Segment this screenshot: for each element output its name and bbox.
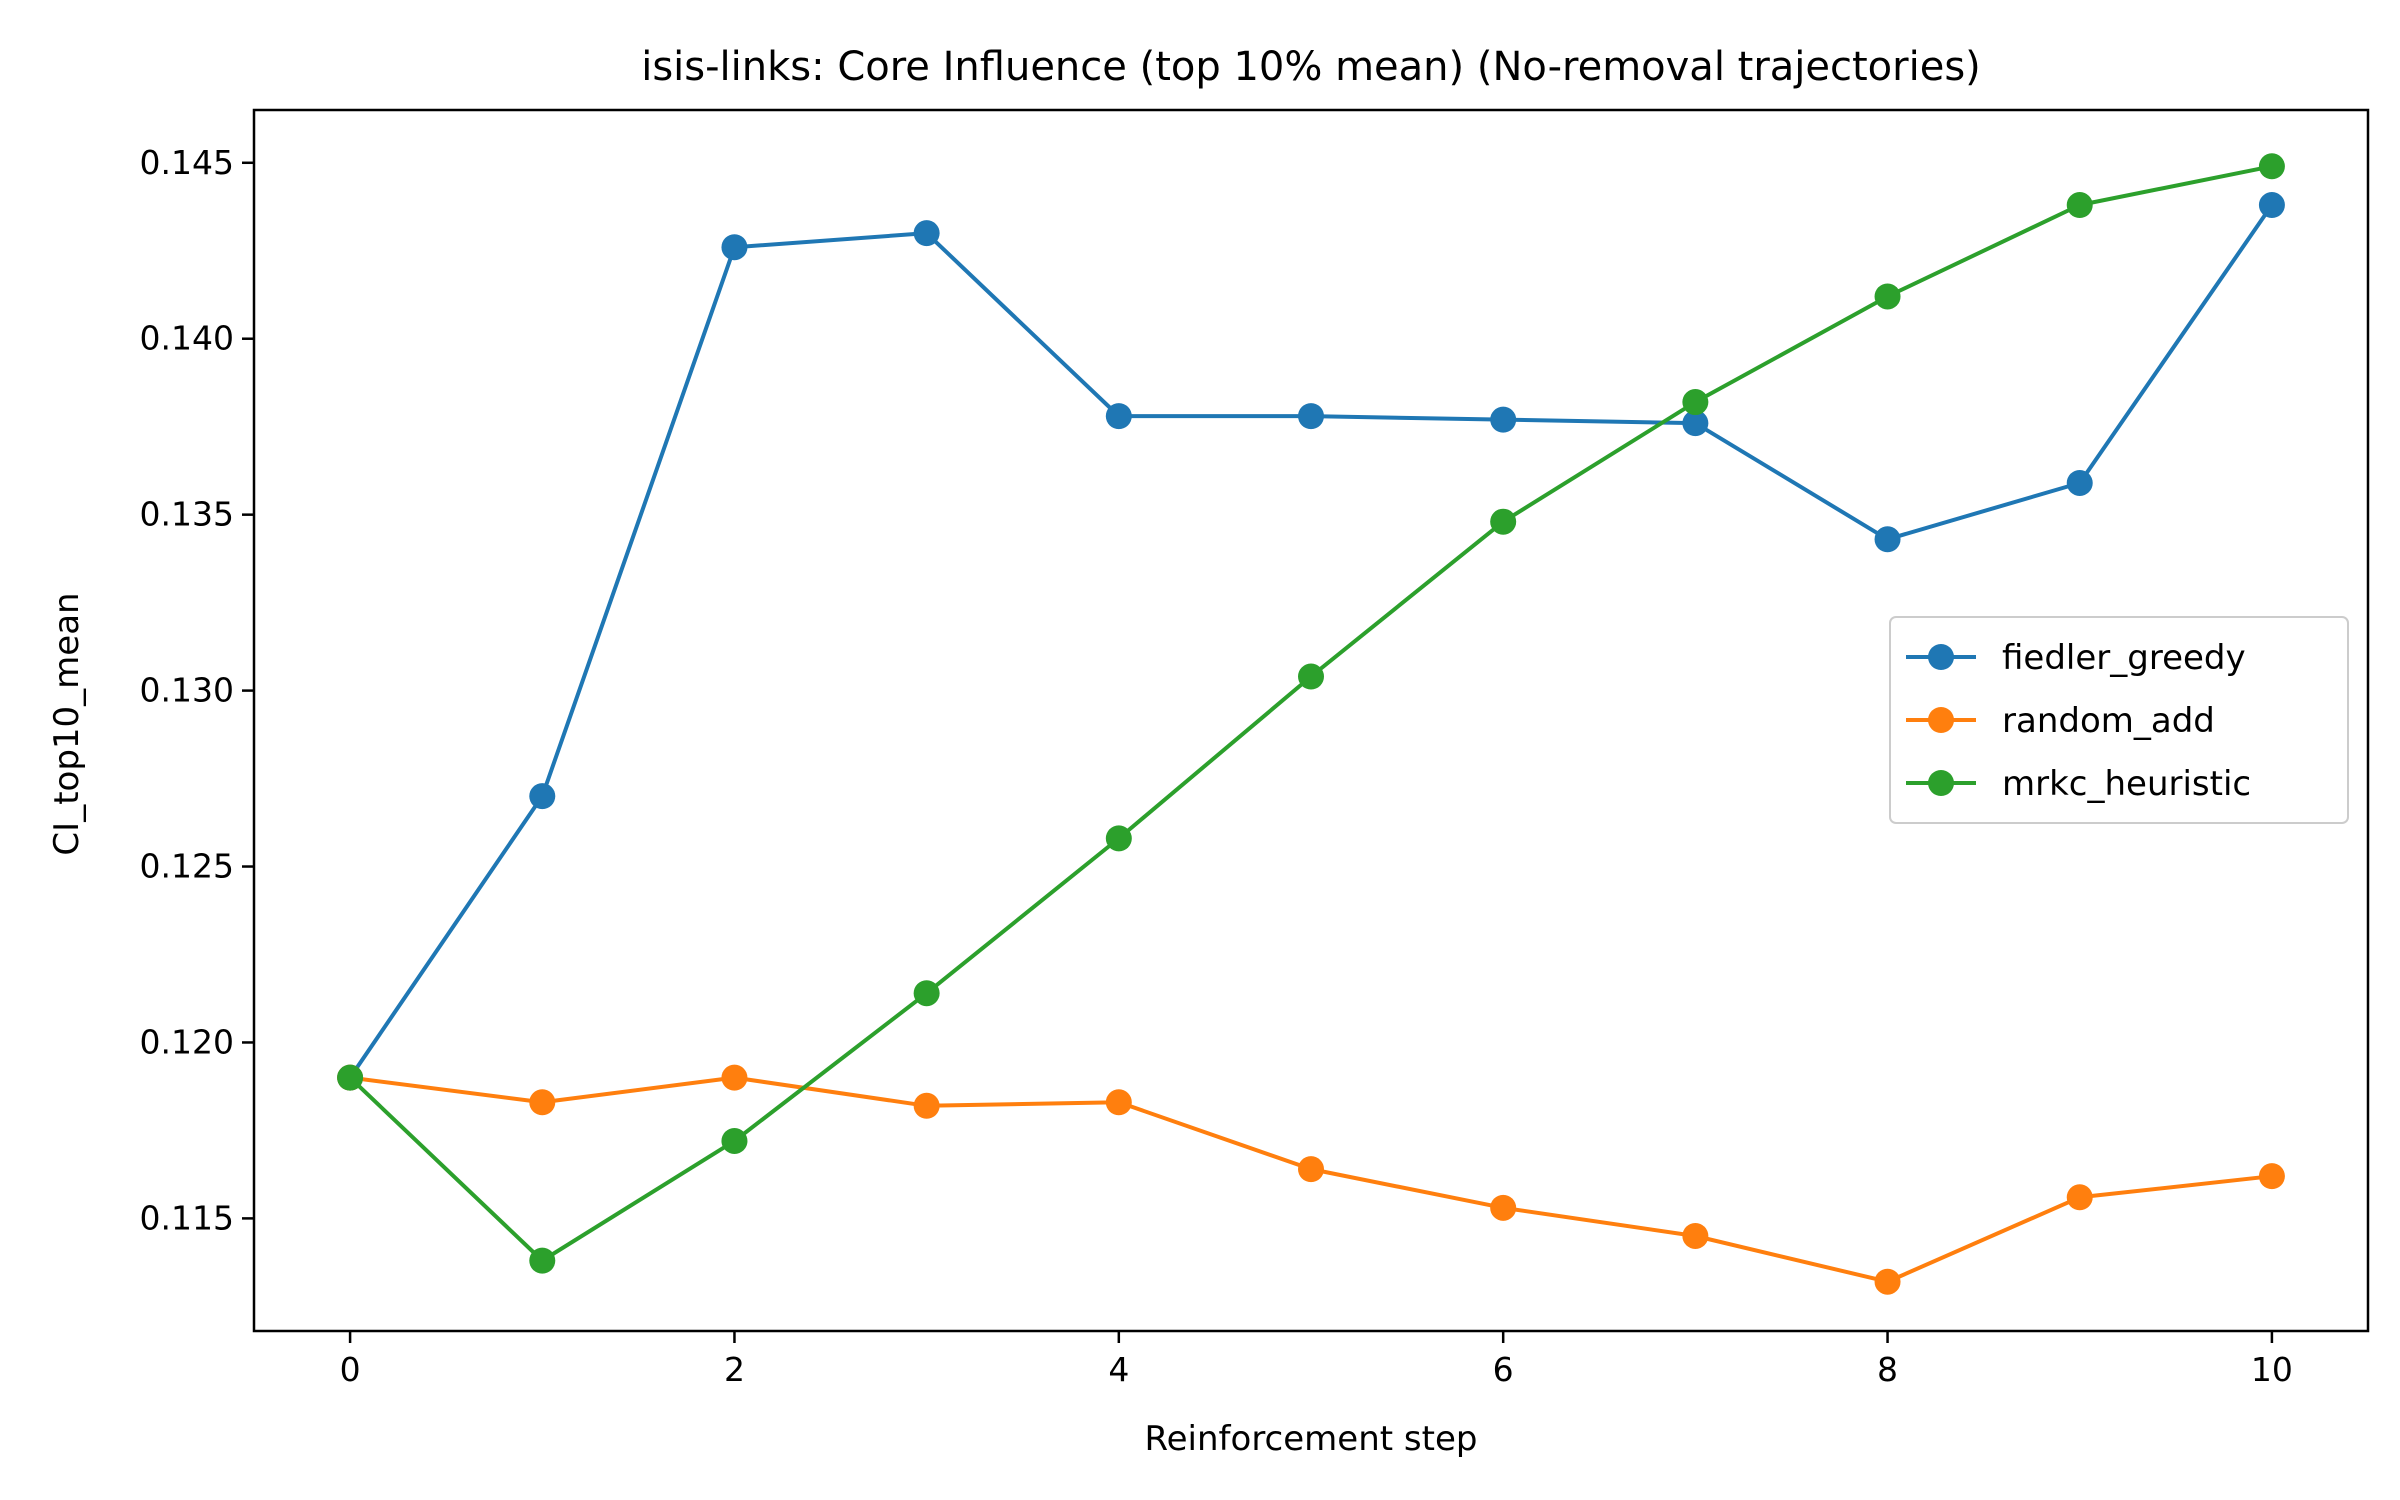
data-point bbox=[2258, 192, 2285, 219]
data-point bbox=[1298, 403, 1324, 430]
data-point bbox=[913, 1092, 940, 1119]
data-point bbox=[1298, 1156, 1324, 1183]
data-point bbox=[1874, 526, 1901, 553]
legend-box bbox=[1889, 616, 2349, 824]
series-mrkc_heuristic bbox=[337, 153, 2285, 1274]
data-point bbox=[1874, 283, 1901, 310]
chart-title: isis-links: Core Influence (top 10% mean… bbox=[641, 44, 1981, 90]
data-point bbox=[1105, 1089, 1132, 1116]
legend: fiedler_greedy random_add mrkc_heuristic bbox=[1889, 616, 2349, 824]
data-point bbox=[1490, 508, 1517, 535]
data-point bbox=[337, 1064, 364, 1091]
y-tick-label: 0.115 bbox=[140, 1198, 234, 1237]
data-point bbox=[1105, 825, 1132, 852]
data-point bbox=[2066, 1184, 2093, 1211]
legend-marker bbox=[1928, 707, 1954, 733]
axis-ticks: 0 2 4 6 8 10 0.115 0.120 0.125 0.130 0.135 0.140 0.1… bbox=[140, 143, 2293, 1389]
legend-label: random_add bbox=[2002, 701, 2215, 741]
x-tick-label: 2 bbox=[724, 1350, 745, 1389]
data-point bbox=[529, 1247, 556, 1274]
y-tick-label: 0.125 bbox=[140, 847, 234, 886]
legend-item: fiedler_greedy bbox=[1906, 638, 2246, 678]
x-tick-label: 10 bbox=[2251, 1350, 2293, 1389]
data-point bbox=[1682, 1222, 1709, 1249]
data-point bbox=[1490, 1194, 1517, 1221]
data-point bbox=[529, 1089, 556, 1116]
x-axis-label: Reinforcement step bbox=[1145, 1419, 1478, 1459]
legend-label: fiedler_greedy bbox=[2002, 638, 2246, 678]
data-point bbox=[2066, 469, 2093, 496]
x-tick-label: 6 bbox=[1493, 1350, 1514, 1389]
plot-frame bbox=[252, 108, 2370, 1333]
legend-marker bbox=[1928, 770, 1954, 796]
data-point bbox=[2258, 1163, 2285, 1190]
data-point bbox=[2258, 153, 2285, 180]
y-axis-label: CI_top10_mean bbox=[47, 592, 87, 855]
legend-item: random_add bbox=[1906, 701, 2215, 741]
y-tick-label: 0.140 bbox=[140, 319, 234, 358]
data-point bbox=[721, 1127, 748, 1154]
y-tick-label: 0.120 bbox=[140, 1022, 234, 1061]
data-point bbox=[1682, 410, 1709, 437]
data-point bbox=[1490, 406, 1517, 433]
series-layer bbox=[337, 153, 2285, 1295]
y-tick-label: 0.145 bbox=[140, 143, 234, 182]
data-point bbox=[913, 220, 940, 247]
y-tick-label: 0.135 bbox=[140, 495, 234, 534]
data-point bbox=[529, 783, 556, 810]
data-point bbox=[1298, 663, 1324, 690]
legend-item: mrkc_heuristic bbox=[1906, 764, 2251, 804]
data-point bbox=[913, 980, 940, 1007]
data-point bbox=[1682, 389, 1709, 416]
data-point bbox=[1874, 1268, 1901, 1295]
data-point bbox=[1105, 403, 1132, 430]
x-tick-label: 4 bbox=[1108, 1350, 1129, 1389]
x-tick-label: 0 bbox=[340, 1350, 361, 1389]
legend-label: mrkc_heuristic bbox=[2002, 764, 2251, 804]
x-tick-label: 8 bbox=[1877, 1350, 1898, 1389]
y-tick-label: 0.130 bbox=[140, 671, 234, 710]
data-point bbox=[721, 1064, 748, 1091]
legend-marker bbox=[1928, 644, 1954, 670]
series-random_add bbox=[337, 1064, 2285, 1295]
data-point bbox=[721, 234, 748, 261]
data-point bbox=[2066, 192, 2093, 219]
